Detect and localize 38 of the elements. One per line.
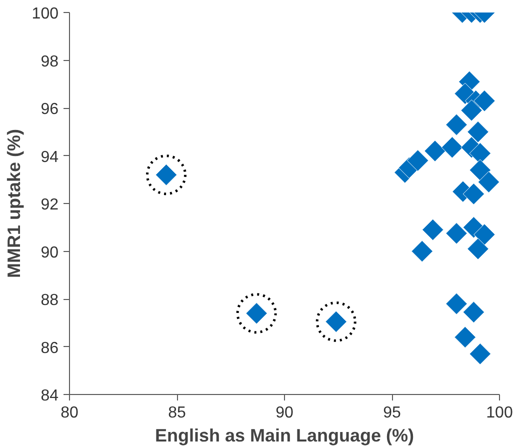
y-tick-label: 100 — [32, 6, 59, 22]
point — [474, 224, 496, 246]
point — [446, 222, 468, 244]
y-tick-label: 86 — [40, 340, 59, 357]
y-tick-label: 92 — [40, 196, 59, 214]
point — [146, 154, 186, 196]
point — [467, 238, 489, 260]
point — [424, 140, 446, 162]
x-axis-title: English as Main Language (%) — [154, 426, 414, 446]
y-tick-label: 90 — [40, 244, 59, 262]
y-tick-label: 84 — [40, 388, 59, 404]
point — [474, 90, 496, 112]
point — [462, 183, 485, 205]
point — [460, 100, 482, 122]
point — [446, 114, 468, 136]
point — [467, 121, 489, 143]
point — [316, 301, 356, 342]
point — [469, 343, 492, 365]
y-tick-label: 88 — [40, 292, 59, 309]
y-axis-title: MMR1 uptake (%) — [4, 128, 24, 278]
y-tick-label: 98 — [40, 53, 59, 70]
point — [469, 159, 492, 181]
point — [446, 292, 468, 315]
point — [422, 218, 444, 241]
point — [454, 326, 476, 348]
x-tick-label: 95 — [383, 404, 401, 422]
x-tick-label: 80 — [60, 404, 78, 422]
y-tick-label: 96 — [40, 101, 59, 118]
y-tick-label: 94 — [40, 148, 59, 166]
point — [236, 293, 277, 334]
x-tick-label: 85 — [168, 404, 186, 422]
point — [406, 150, 429, 172]
point — [411, 240, 433, 262]
point — [462, 301, 485, 323]
x-tick-label: 100 — [486, 404, 513, 422]
x-tick-label: 90 — [276, 404, 294, 422]
point — [478, 171, 500, 193]
point — [441, 136, 464, 158]
